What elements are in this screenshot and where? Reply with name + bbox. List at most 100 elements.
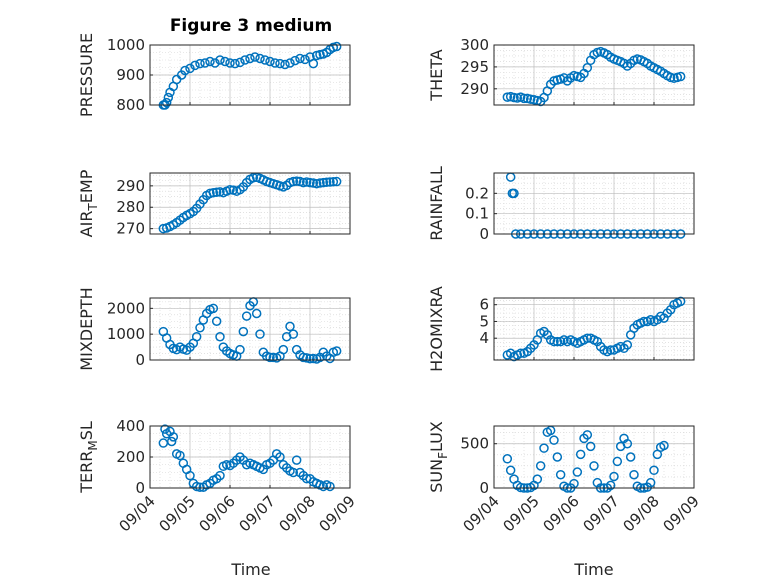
y-tick-label: 200 <box>116 448 145 466</box>
subplot-mixdepth: 0 1000 2000 MIXDEPTH <box>77 287 351 371</box>
data-point <box>509 92 519 103</box>
data-point <box>509 188 519 199</box>
data-point <box>220 56 230 67</box>
data-point <box>191 332 202 342</box>
data-point <box>230 58 240 69</box>
data-point <box>625 452 636 462</box>
data-point <box>315 178 325 188</box>
data-point <box>278 344 289 355</box>
y-axis-label-h2omixra: H2OMIXRA <box>427 286 446 372</box>
data-point <box>240 55 250 65</box>
y-tick-label: 0.2 <box>465 184 489 202</box>
data-point <box>238 326 249 337</box>
data-point <box>582 333 593 343</box>
data-point <box>200 58 210 68</box>
data-point <box>649 465 659 476</box>
data-point <box>331 176 342 187</box>
subplot-air_temp: 270 280 290 AIRTEMP <box>77 169 351 238</box>
data-point <box>265 352 275 363</box>
data-point <box>515 348 526 359</box>
subplot-pressure: 800 900 1000 PRESSURE <box>77 33 351 117</box>
data-point <box>639 316 649 327</box>
data-point <box>205 56 215 67</box>
data-point <box>208 187 219 198</box>
y-tick-label: 5 <box>479 312 489 330</box>
data-point <box>552 336 563 347</box>
y-axis-label-sun_flux-rest: LUX <box>427 421 446 452</box>
data-point <box>235 57 245 68</box>
subplot-h2omixra: 456 H2OMIXRA <box>427 286 695 372</box>
data-point <box>622 340 633 350</box>
data-point <box>180 65 190 76</box>
data-point <box>185 63 195 74</box>
y-tick-label: 270 <box>116 220 145 238</box>
data-point <box>305 353 315 364</box>
data-point <box>288 467 299 478</box>
y-tick-label: 295 <box>460 58 489 76</box>
data-point <box>331 346 342 356</box>
data-point <box>241 311 252 321</box>
data-point <box>190 60 200 71</box>
y-tick-label: 0.1 <box>465 205 489 223</box>
data-point <box>325 481 335 492</box>
y-tick-label: 300 <box>460 36 489 54</box>
data-point <box>300 54 310 65</box>
data-point <box>331 41 342 52</box>
y-tick-label: 2000 <box>107 299 145 317</box>
y-tick-label: 500 <box>460 435 489 453</box>
y-tick-label: 800 <box>116 96 145 114</box>
data-point <box>168 432 179 442</box>
data-point <box>275 58 285 69</box>
figure-title: Figure 3 medium <box>170 16 332 36</box>
data-point <box>280 59 290 70</box>
data-point <box>575 449 586 460</box>
series-mixdepth <box>158 297 342 364</box>
y-tick-label: 400 <box>116 417 145 435</box>
y-axis-label-air_temp-base: AIR <box>77 211 96 238</box>
data-point <box>235 344 245 355</box>
y-tick-label: 1000 <box>107 36 145 54</box>
y-tick-label: 1000 <box>107 325 145 343</box>
axes-box <box>149 44 351 106</box>
y-tick-label: 290 <box>460 80 489 98</box>
data-point <box>250 52 260 62</box>
y-axis-label-terr_msl-rest: SL <box>77 421 96 440</box>
y-axis-label-pressure: PRESSURE <box>77 33 96 117</box>
data-point <box>519 93 529 104</box>
data-point <box>166 436 177 447</box>
data-point <box>255 329 265 339</box>
y-tick-label: 290 <box>116 177 145 195</box>
y-tick-label: 900 <box>116 66 145 84</box>
data-point <box>291 455 302 465</box>
data-point <box>572 467 583 477</box>
data-point <box>629 469 639 480</box>
data-point <box>290 55 300 66</box>
data-point <box>195 58 205 69</box>
axes-box <box>493 172 695 235</box>
data-point <box>305 177 315 188</box>
axes-box <box>149 297 351 361</box>
subplot-rainfall: 0 0.1 0.2 RAINFALL <box>427 166 695 243</box>
data-point <box>215 470 225 481</box>
data-point <box>215 332 225 342</box>
data-point <box>161 97 172 108</box>
data-point <box>195 322 205 333</box>
data-point <box>605 480 616 491</box>
data-point <box>225 58 235 68</box>
data-point <box>288 176 299 187</box>
data-point <box>582 430 593 440</box>
data-point <box>308 58 319 69</box>
y-axis-label-air_temp-rest: EMP <box>77 169 96 203</box>
data-point <box>582 63 593 73</box>
y-axis-label-sun_flux-subscript: F <box>436 452 450 459</box>
data-point <box>285 321 295 332</box>
data-point <box>268 352 279 363</box>
data-point <box>270 58 280 68</box>
y-axis-label-terr_msl: TERRMSL <box>77 421 100 494</box>
data-point <box>549 435 559 445</box>
y-axis-label-air_temp: AIRTEMP <box>77 169 100 237</box>
data-point <box>298 352 309 363</box>
x-axis-label-right: Time <box>573 560 613 579</box>
data-point <box>321 177 332 187</box>
data-point <box>285 58 295 68</box>
